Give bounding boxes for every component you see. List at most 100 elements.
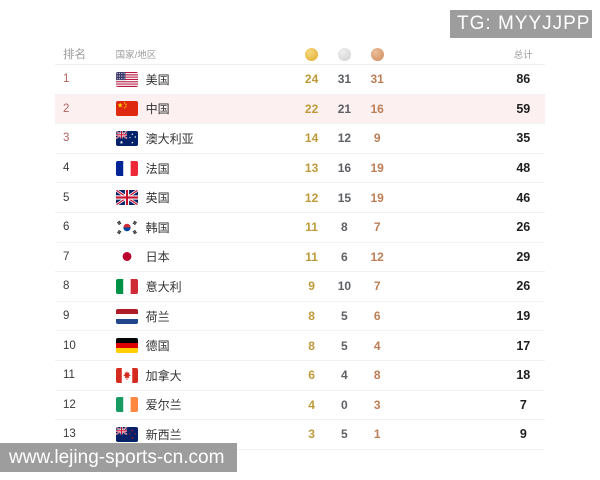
country-cell: 爱尔兰 (106, 396, 296, 413)
rank-cell: 3 (63, 132, 70, 145)
ca-flag-icon (115, 367, 138, 383)
gb-flag-icon (115, 190, 138, 206)
country-cell: 日本 (106, 248, 296, 265)
kr-flag-icon (115, 219, 138, 235)
country-name: 英国 (145, 191, 170, 206)
gold-count: 4 (308, 397, 315, 412)
table-row: 5 英国 12 15 19 46 (55, 183, 545, 213)
total-count: 35 (516, 131, 531, 146)
country-name: 意大利 (145, 279, 182, 294)
gold-count: 8 (308, 309, 315, 324)
rank-cell: 7 (63, 250, 70, 263)
country-name: 爱尔兰 (145, 398, 182, 413)
gold-count: 11 (305, 249, 318, 264)
header-country: 国家/地区 (115, 50, 157, 61)
rank-cell: 11 (63, 369, 75, 382)
silver-count: 12 (337, 131, 352, 146)
country-name: 加拿大 (145, 368, 182, 383)
gold-count: 14 (304, 131, 319, 146)
table-row: 4 法国 13 16 19 48 (55, 154, 545, 184)
country-name: 新西兰 (145, 427, 182, 442)
rank-cell: 6 (63, 221, 70, 234)
table-row: 12 爱尔兰 4 0 3 7 (55, 391, 545, 421)
bronze-count: 19 (370, 190, 384, 205)
silver-count: 5 (341, 427, 348, 442)
table-row: 8 意大利 9 10 7 26 (55, 272, 545, 302)
table-body: 1 美国 24 31 31 86 2 中国 22 21 16 59 3 澳大利亚 (55, 65, 545, 450)
fr-flag-icon (115, 160, 138, 176)
country-cell: 澳大利亚 (106, 130, 296, 147)
silver-count: 5 (341, 309, 348, 324)
total-count: 26 (516, 220, 531, 235)
table-row: 9 荷兰 8 5 6 19 (55, 302, 545, 332)
site-watermark-badge: www.lejing-sports-cn.com (0, 443, 237, 472)
nz-flag-icon (115, 426, 138, 442)
header-rank: 排名 (63, 49, 86, 61)
total-count: 9 (519, 427, 527, 442)
rank-cell: 4 (63, 162, 70, 175)
table-row: 1 美国 24 31 31 86 (55, 65, 545, 95)
bronze-count: 4 (373, 338, 381, 353)
total-count: 18 (516, 368, 531, 383)
gold-count: 9 (308, 279, 315, 294)
bronze-medal-icon (370, 47, 384, 61)
us-flag-icon (115, 71, 138, 87)
gold-count: 11 (305, 220, 318, 235)
gold-medal-icon (305, 47, 319, 61)
gold-count: 24 (304, 72, 319, 87)
bronze-count: 8 (373, 368, 381, 383)
total-count: 19 (516, 309, 531, 324)
rank-cell: 10 (63, 339, 76, 352)
gold-count: 12 (304, 190, 319, 205)
gold-count: 3 (308, 427, 315, 442)
bronze-count: 16 (370, 101, 384, 116)
rank-cell: 5 (63, 191, 70, 204)
gold-count: 13 (304, 161, 319, 176)
table-row: 2 中国 22 21 16 59 (55, 94, 545, 125)
bronze-count: 12 (370, 249, 384, 264)
total-count: 86 (516, 72, 531, 87)
country-name: 德国 (145, 339, 170, 354)
country-cell: 意大利 (106, 278, 296, 295)
table-row: 13 新西兰 3 5 1 9 (55, 420, 545, 450)
table-row: 10 德国 8 5 4 17 (55, 331, 545, 361)
silver-count: 21 (337, 101, 352, 116)
gold-count: 6 (308, 368, 315, 383)
country-name: 法国 (145, 161, 170, 176)
silver-medal-icon (337, 47, 351, 61)
silver-count: 16 (337, 161, 352, 176)
silver-count: 10 (337, 279, 352, 294)
bronze-count: 31 (370, 72, 384, 87)
total-count: 59 (516, 101, 531, 116)
country-cell: 荷兰 (106, 308, 296, 325)
silver-count: 15 (337, 190, 352, 205)
tg-watermark-badge: TG: MYYJJPP (450, 10, 592, 38)
gold-count: 8 (308, 338, 315, 353)
total-count: 7 (519, 397, 527, 412)
table-row: 11 加拿大 6 4 8 18 (55, 361, 545, 391)
rank-cell: 1 (63, 73, 70, 86)
silver-count: 5 (341, 338, 348, 353)
medal-table: 排名 国家/地区 总计 1 美国 24 31 31 86 2 中国 22 21 1… (55, 44, 545, 450)
bronze-count: 6 (373, 309, 381, 324)
jp-flag-icon (115, 249, 138, 265)
total-count: 26 (516, 279, 531, 294)
rank-cell: 9 (63, 310, 70, 323)
country-cell: 加拿大 (106, 367, 296, 384)
country-cell: 韩国 (106, 219, 296, 236)
country-cell: 法国 (106, 160, 296, 177)
rank-cell: 8 (63, 280, 70, 293)
country-name: 美国 (145, 72, 170, 87)
ie-flag-icon (115, 397, 138, 413)
header-total: 总计 (513, 50, 533, 61)
de-flag-icon (115, 338, 138, 354)
silver-count: 4 (341, 368, 348, 383)
bronze-count: 7 (373, 220, 381, 235)
total-count: 46 (516, 190, 531, 205)
au-flag-icon (115, 130, 138, 146)
bronze-count: 19 (370, 161, 384, 176)
table-row: 3 澳大利亚 14 12 9 35 (55, 124, 545, 154)
country-cell: 英国 (106, 189, 296, 206)
country-cell: 新西兰 (106, 426, 296, 443)
country-cell: 美国 (106, 71, 296, 88)
